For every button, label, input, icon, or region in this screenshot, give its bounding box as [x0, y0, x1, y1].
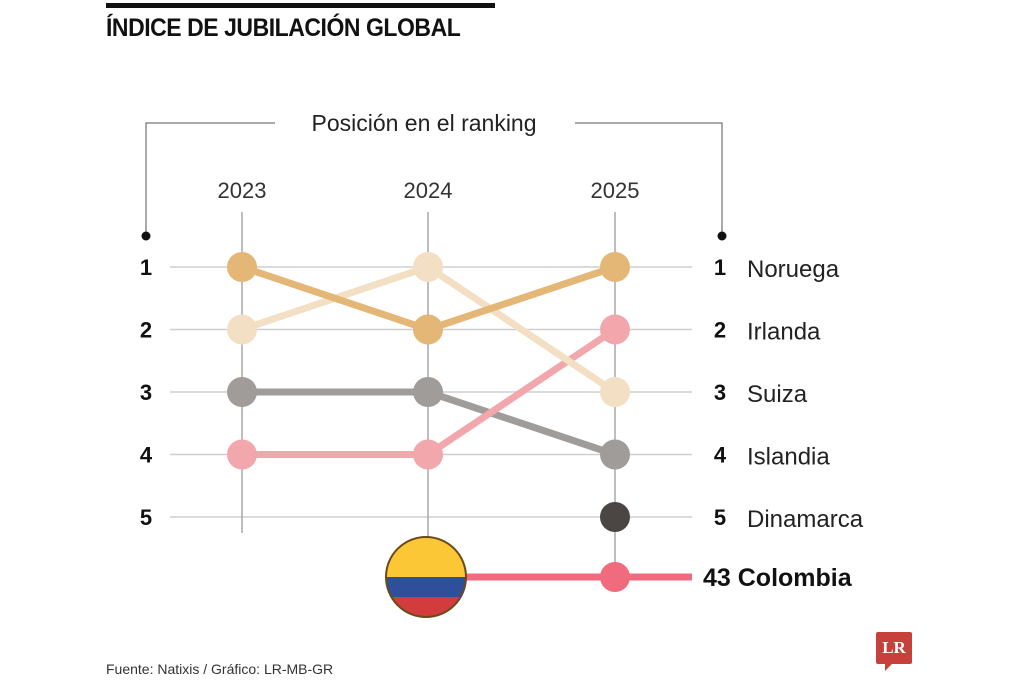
series-point-suiza [600, 377, 630, 407]
y-tick-label: 3 [140, 380, 152, 405]
lr-logo: LR [876, 632, 912, 671]
flag-stripe [386, 577, 466, 597]
legend-rank: 2 [714, 318, 726, 343]
series-point-suiza [413, 252, 443, 282]
legend-name: Suiza [747, 381, 808, 408]
colombia-label: 43 Colombia [703, 564, 853, 592]
legend-rank: 1 [714, 255, 726, 280]
series-point-dinamarca [600, 502, 630, 532]
series-point-suiza [227, 314, 257, 345]
chart-subtitle: Posición en el ranking [311, 110, 536, 136]
series-point-islandia [413, 377, 443, 407]
series-point-noruega [227, 252, 257, 282]
bracket-left-dot [141, 231, 151, 241]
source-note: Fuente: Natixis / Gráfico: LR-MB-GR [106, 661, 334, 677]
series-point-irlanda [227, 439, 257, 470]
legend-name: Noruega [747, 256, 840, 283]
colombia-flag-border [385, 536, 467, 618]
legend-name: Islandia [747, 444, 830, 471]
y-tick-label: 4 [140, 443, 153, 468]
y-tick-label: 5 [140, 505, 152, 530]
x-tick-label: 2024 [404, 178, 453, 203]
series-point-irlanda [413, 439, 443, 470]
flag-stripe [386, 537, 466, 577]
legend-name: Irlanda [747, 319, 821, 346]
bracket-right [575, 122, 723, 236]
series-point-noruega [413, 314, 443, 345]
x-tick-label: 2023 [218, 178, 267, 203]
legend-rank: 5 [714, 505, 726, 530]
series-point-irlanda [600, 314, 630, 345]
chart-title: ÍNDICE DE JUBILACIÓN GLOBAL [106, 14, 461, 42]
y-tick-label: 2 [140, 318, 152, 343]
legend-rank: 3 [714, 380, 726, 405]
series-point-islandia [227, 377, 257, 407]
bracket-right-dot [717, 231, 727, 241]
legend-rank: 4 [714, 443, 727, 468]
legend-name: Dinamarca [747, 506, 864, 533]
series-point-islandia [600, 439, 630, 470]
y-tick-label: 1 [140, 255, 152, 280]
colombia-point [600, 562, 630, 592]
x-tick-label: 2025 [591, 178, 640, 203]
bracket-left [145, 122, 275, 236]
flag-stripe [386, 597, 466, 617]
title-bar-decoration [106, 3, 495, 8]
series-point-noruega [600, 252, 630, 282]
